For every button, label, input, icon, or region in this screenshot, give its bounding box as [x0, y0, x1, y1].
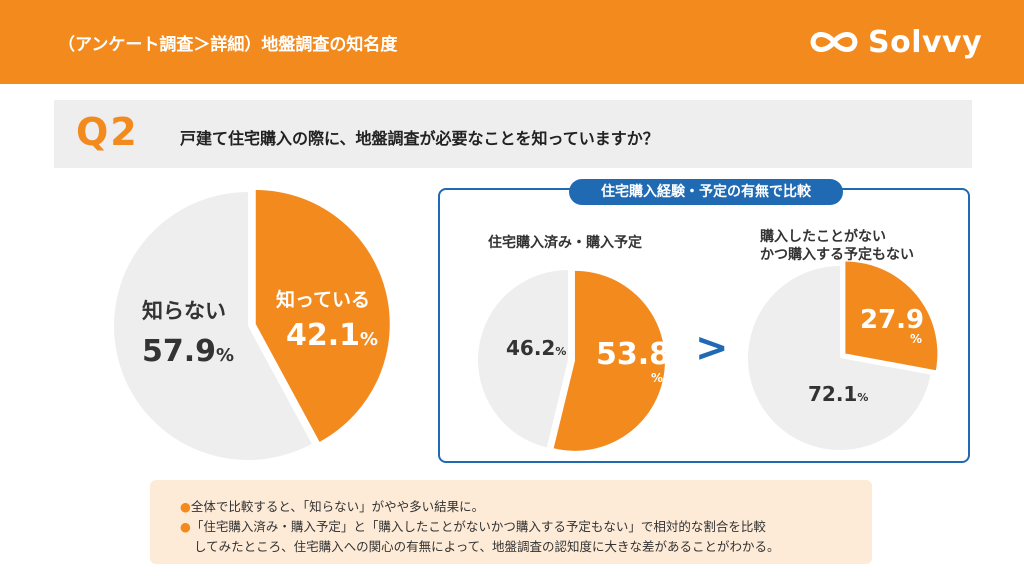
pie-not-purchased: [747, 261, 938, 450]
main-known-label: 知っている: [276, 289, 371, 311]
purchased-slice-known: [553, 270, 665, 451]
brand-name: Solvvy: [868, 24, 983, 60]
main-unknown-value-wrap: 57.9%: [142, 334, 234, 369]
note-text-1: 全体で比較すると、「知らない」がやや多い結果に。: [190, 499, 485, 514]
note-line-3: してみたところ、住宅購入への関心の有無によって、地盤調査の認知度に大きな差がある…: [194, 539, 780, 554]
comparison-greater-symbol: >: [695, 325, 729, 371]
note-text-2: 「住宅購入済み・購入予定」と「購入したことがないかつ購入する予定もない」で相対的…: [190, 519, 766, 534]
page-title: （アンケート調査＞詳細）地盤調査の知名度: [58, 35, 398, 55]
pie-a-unknown-unit: %: [555, 345, 567, 358]
overall-slice-unknown: [113, 192, 312, 460]
pie-a-known-unit: %: [651, 371, 664, 385]
infinity-logo-icon: [810, 32, 858, 52]
question-bar: Q2 戸建て住宅購入の際に、地盤調査が必要なことを知っていますか？: [54, 100, 972, 168]
pie-a-known-value: 53.8: [596, 337, 671, 372]
note-line-1: ●全体で比較すると、「知らない」がやや多い結果に。: [180, 496, 484, 515]
summary-notes: ●全体で比較すると、「知らない」がやや多い結果に。 ●「住宅購入済み・購入予定」…: [150, 480, 872, 564]
pie-purchased: [477, 270, 665, 451]
note-line-2: ●「住宅購入済み・購入予定」と「購入したことがないかつ購入する予定もない」で相対…: [180, 516, 766, 535]
pie-b-unknown-value: 72.1: [808, 382, 858, 406]
pie-overall: [113, 190, 390, 460]
bullet-icon: ●: [180, 519, 191, 534]
pie-b-known-value: 27.9: [860, 305, 925, 335]
main-unknown-unit: %: [216, 345, 235, 366]
overall-slice-known: [255, 190, 390, 442]
brand-logo: Solvvy: [808, 22, 982, 62]
compare-tag: 住宅購入経験・予定の有無で比較: [569, 179, 843, 205]
main-unknown-value: 57.9: [142, 334, 217, 369]
pie-b-known-unit: %: [910, 332, 923, 346]
purchased-slice-unknown: [477, 270, 568, 448]
main-known-unit: %: [360, 329, 379, 350]
pie-b-unknown-wrap: 72.1%: [808, 382, 868, 406]
pie-a-unknown-value: 46.2: [506, 336, 556, 360]
pie-b-title-line1: 購入したことがない: [760, 229, 886, 245]
question-number: Q2: [76, 110, 139, 154]
not-purchased-slice-unknown: [747, 266, 931, 450]
not-purchased-slice-known: [845, 261, 938, 371]
main-known-value: 42.1: [286, 318, 361, 353]
header-bar: （アンケート調査＞詳細）地盤調査の知名度 Solvvy: [0, 0, 1024, 84]
main-known-value-wrap: 42.1%: [286, 318, 378, 353]
main-unknown-label: 知らない: [142, 299, 226, 323]
pie-a-title: 住宅購入済み・購入予定: [488, 235, 642, 251]
pie-b-title-line2: かつ購入する予定もない: [760, 247, 914, 263]
question-text: 戸建て住宅購入の際に、地盤調査が必要なことを知っていますか？: [180, 129, 659, 148]
pie-a-unknown-wrap: 46.2%: [506, 336, 566, 360]
pie-b-unknown-unit: %: [857, 391, 869, 404]
bullet-icon: ●: [180, 499, 191, 514]
